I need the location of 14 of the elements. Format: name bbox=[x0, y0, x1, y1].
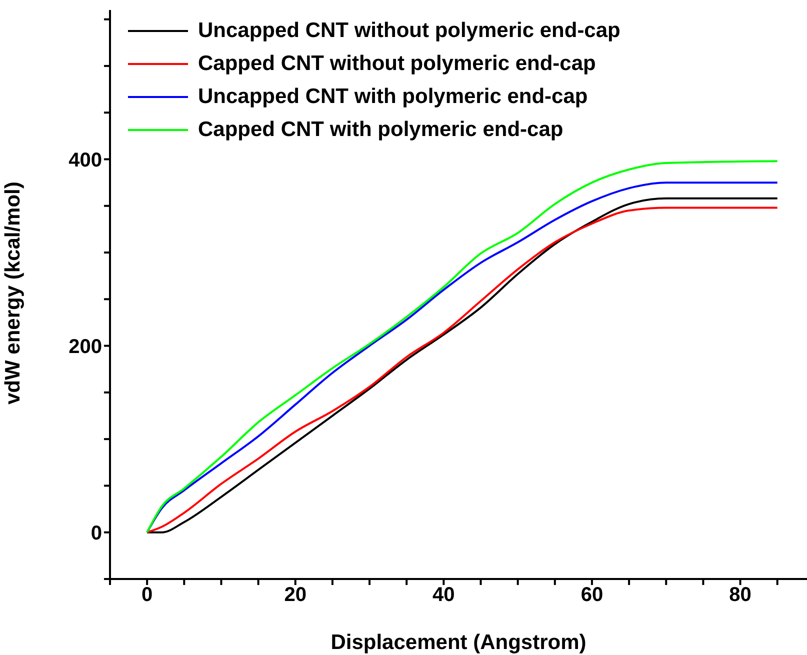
x-tick-label: 20 bbox=[284, 584, 306, 606]
x-tick-label: 40 bbox=[432, 584, 455, 606]
y-axis-title: vdW energy (kcal/mol) bbox=[1, 182, 24, 404]
y-tick-label: 0 bbox=[90, 522, 102, 544]
x-tick-label: 60 bbox=[580, 584, 604, 606]
legend-label: Uncapped CNT with polymeric end-cap bbox=[198, 84, 588, 108]
legend-label: Capped CNT without polymeric end-cap bbox=[198, 52, 596, 76]
legend-label: Uncapped CNT without polymeric end-cap bbox=[198, 18, 620, 42]
y-tick-label: 200 bbox=[68, 336, 102, 358]
legend-label: Capped CNT with polymeric end-cap bbox=[198, 118, 564, 142]
x-tick-label: 80 bbox=[729, 584, 752, 606]
y-tick-label: 400 bbox=[68, 149, 102, 172]
x-tick-label: 0 bbox=[142, 584, 153, 606]
x-axis-title: Displacement (Angstrom) bbox=[330, 631, 586, 654]
